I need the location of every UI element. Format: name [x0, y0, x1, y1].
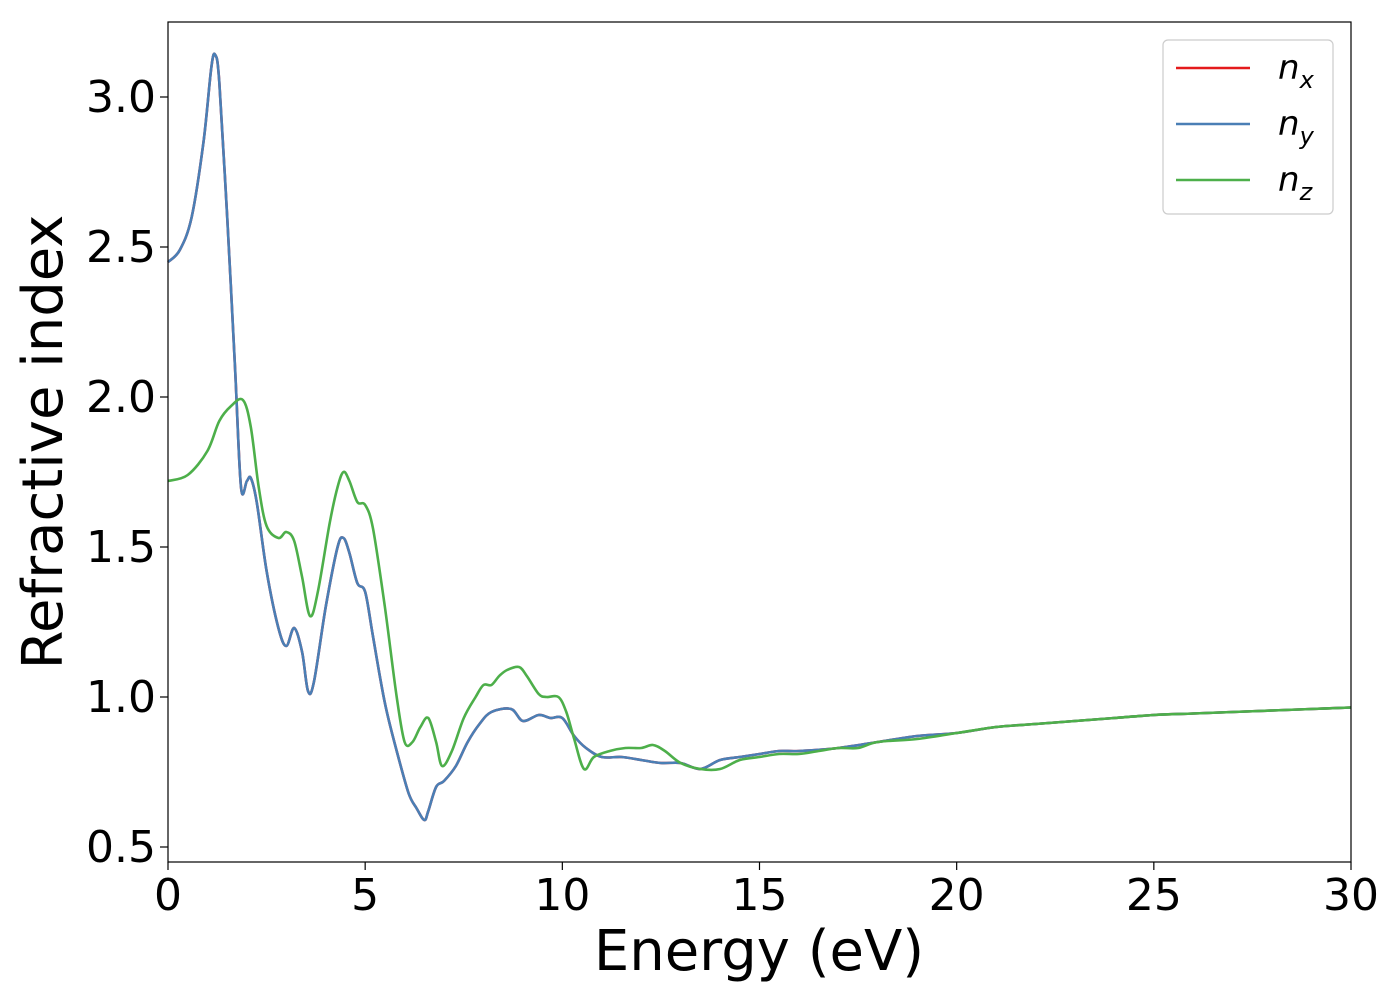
- y-tick-label: 1.5: [86, 522, 156, 573]
- legend-box: [1162, 39, 1334, 215]
- x-axis-ticks: 0 5 10 15 20 25 30: [154, 862, 1379, 921]
- y-axis-label: Refractive index: [11, 215, 76, 670]
- series-line-nz: [167, 397, 1352, 772]
- x-tick-label: 15: [732, 870, 788, 921]
- y-tick-label: 2.5: [86, 222, 156, 273]
- y-tick-label: 3.0: [86, 72, 156, 123]
- x-tick-label: 0: [154, 870, 182, 921]
- x-tick-label: 30: [1323, 870, 1379, 921]
- y-tick-label: 1.0: [86, 672, 156, 723]
- x-tick-label: 5: [351, 870, 379, 921]
- legend-label-nz: nz: [1278, 160, 1314, 206]
- legend-label-ny: ny: [1278, 104, 1315, 150]
- x-tick-label: 20: [929, 870, 985, 921]
- legend-label-nx: nx: [1278, 48, 1315, 94]
- x-axis-label: Energy (eV): [594, 919, 924, 984]
- y-tick-label: 2.0: [86, 372, 156, 423]
- plot-area: [168, 22, 1351, 862]
- x-tick-label: 10: [534, 870, 590, 921]
- plot-frame: [167, 21, 1352, 863]
- y-tick-label: 0.5: [86, 822, 156, 873]
- x-tick-label: 25: [1126, 870, 1182, 921]
- legend: nx ny nz: [1162, 39, 1334, 215]
- series-layer: [167, 52, 1352, 822]
- y-axis-ticks: 0.5 1.0 1.5 2.0 2.5 3.0: [86, 72, 168, 873]
